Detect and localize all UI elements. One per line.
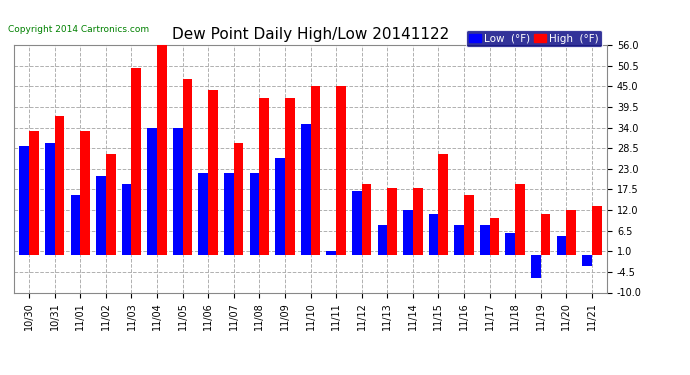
Bar bbox=[173, 128, 183, 255]
Bar bbox=[285, 98, 295, 255]
Bar bbox=[480, 225, 489, 255]
Bar bbox=[121, 184, 132, 255]
Bar bbox=[531, 255, 541, 278]
Bar bbox=[541, 214, 551, 255]
Bar bbox=[352, 191, 362, 255]
Bar bbox=[362, 184, 371, 255]
Bar bbox=[557, 236, 566, 255]
Bar bbox=[183, 79, 193, 255]
Bar bbox=[377, 225, 387, 255]
Bar bbox=[413, 188, 422, 255]
Bar bbox=[515, 184, 525, 255]
Bar bbox=[566, 210, 576, 255]
Bar bbox=[275, 158, 285, 255]
Title: Dew Point Daily High/Low 20141122: Dew Point Daily High/Low 20141122 bbox=[172, 27, 449, 42]
Bar bbox=[80, 131, 90, 255]
Bar bbox=[310, 86, 320, 255]
Bar bbox=[132, 68, 141, 255]
Bar bbox=[224, 172, 234, 255]
Bar bbox=[336, 86, 346, 255]
Bar bbox=[45, 142, 55, 255]
Bar bbox=[301, 124, 310, 255]
Text: Copyright 2014 Cartronics.com: Copyright 2014 Cartronics.com bbox=[8, 25, 149, 34]
Bar bbox=[259, 98, 269, 255]
Bar bbox=[157, 41, 167, 255]
Bar bbox=[234, 142, 244, 255]
Bar bbox=[428, 214, 438, 255]
Bar bbox=[55, 116, 64, 255]
Bar bbox=[29, 131, 39, 255]
Bar bbox=[582, 255, 592, 266]
Bar bbox=[326, 251, 336, 255]
Bar bbox=[387, 188, 397, 255]
Bar bbox=[70, 195, 80, 255]
Bar bbox=[147, 128, 157, 255]
Bar bbox=[592, 206, 602, 255]
Bar bbox=[403, 210, 413, 255]
Bar bbox=[250, 172, 259, 255]
Bar bbox=[96, 176, 106, 255]
Bar bbox=[438, 154, 448, 255]
Legend: Low  (°F), High  (°F): Low (°F), High (°F) bbox=[466, 30, 602, 46]
Bar bbox=[19, 146, 29, 255]
Bar bbox=[489, 217, 500, 255]
Bar bbox=[464, 195, 473, 255]
Bar bbox=[505, 232, 515, 255]
Bar bbox=[106, 154, 116, 255]
Bar bbox=[199, 172, 208, 255]
Bar bbox=[208, 90, 218, 255]
Bar bbox=[454, 225, 464, 255]
